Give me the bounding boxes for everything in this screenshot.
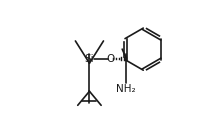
Text: O: O [106,53,115,64]
Text: NH₂: NH₂ [116,84,136,94]
Text: Si: Si [85,53,94,64]
